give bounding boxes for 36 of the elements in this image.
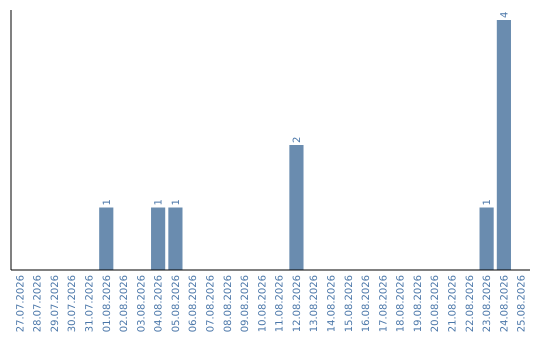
x-tick-label: 25.08.2026 xyxy=(516,275,528,332)
x-tick-label: 02.08.2026 xyxy=(119,275,130,332)
x-tick-label: 18.08.2026 xyxy=(396,275,407,332)
x-tick-label: 22.08.2026 xyxy=(464,275,476,332)
x-tick-label: 05.08.2026 xyxy=(170,275,182,332)
x-tick-label: 06.08.2026 xyxy=(188,275,200,332)
x-tick-label: 09.08.2026 xyxy=(240,275,252,332)
x-tick-label: 29.07.2026 xyxy=(50,275,61,332)
x-tick-label: 03.08.2026 xyxy=(136,275,148,332)
x-tick-label: 17.08.2026 xyxy=(378,275,390,332)
x-tick-label: 04.08.2026 xyxy=(154,275,165,332)
x-tick-label: 19.08.2026 xyxy=(412,275,424,332)
x-tick-label: 14.08.2026 xyxy=(326,275,338,332)
x-tick-label: 01.08.2026 xyxy=(102,275,113,332)
x-tick-label: 15.08.2026 xyxy=(344,275,355,332)
x-tick-label: 07.08.2026 xyxy=(205,275,216,332)
x-tick-label: 12.08.2026 xyxy=(292,275,303,332)
x-tick-label: 23.08.2026 xyxy=(482,275,494,332)
x-tick-label: 21.08.2026 xyxy=(448,275,459,332)
data-label: 1 xyxy=(102,199,113,206)
data-label: 1 xyxy=(482,199,494,206)
x-tick-label: 13.08.2026 xyxy=(309,275,320,332)
x-tick-label: 24.08.2026 xyxy=(499,275,510,332)
x-tick-label: 30.07.2026 xyxy=(67,275,78,332)
x-tick-label: 10.08.2026 xyxy=(257,275,268,332)
x-tick-label: 27.07.2026 xyxy=(15,275,26,332)
x-tick-label: 31.07.2026 xyxy=(84,275,96,332)
data-label: 2 xyxy=(292,136,303,143)
data-label: 4 xyxy=(499,12,510,18)
x-tick-label: 16.08.2026 xyxy=(361,275,372,332)
x-tick-label: 28.07.2026 xyxy=(32,275,44,332)
data-label: 1 xyxy=(170,199,182,206)
data-label: 1 xyxy=(154,199,165,206)
x-tick-label: 11.08.2026 xyxy=(274,275,286,332)
x-tick-label: 20.08.2026 xyxy=(430,275,442,332)
x-tick-label: 08.08.2026 xyxy=(222,275,234,332)
